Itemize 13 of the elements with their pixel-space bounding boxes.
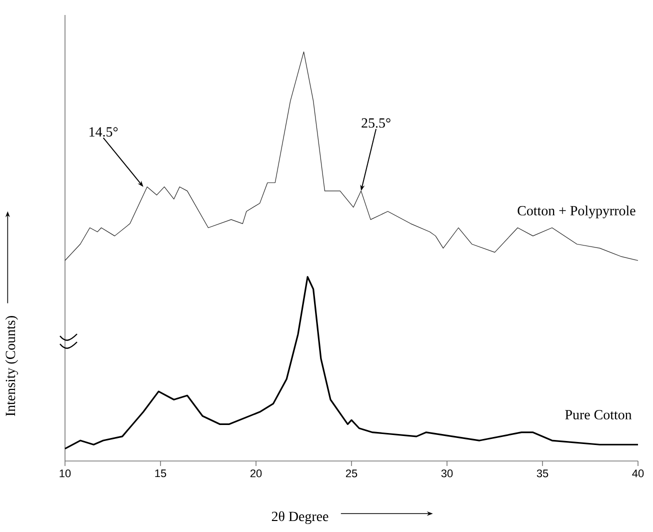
x-axis-title: 2θ Degree [272, 511, 328, 524]
y-axis-title: Intensity (Counts) [5, 316, 18, 416]
x-tick-label: 25 [346, 470, 358, 478]
series-label: Pure Cotton [565, 410, 632, 420]
x-tick-label: 20 [250, 470, 262, 478]
annotation: 14.5° [90, 127, 118, 137]
x-tick-label: 35 [536, 470, 548, 478]
x-tick-label: 30 [441, 470, 453, 478]
annotation: 25.5° [362, 118, 390, 128]
x-tick-label: 40 [632, 470, 644, 478]
series-label: Cotton + Polypyrrole [518, 206, 636, 218]
x-tick-label: 15 [155, 470, 166, 478]
x-tick-label: 10 [60, 470, 71, 478]
